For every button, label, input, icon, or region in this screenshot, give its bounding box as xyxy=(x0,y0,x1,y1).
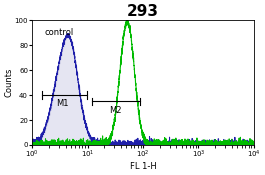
Text: M2: M2 xyxy=(109,106,122,115)
Title: 293: 293 xyxy=(127,4,159,19)
X-axis label: FL 1-H: FL 1-H xyxy=(130,162,156,171)
Text: M1: M1 xyxy=(56,99,69,108)
Text: control: control xyxy=(45,28,74,37)
Y-axis label: Counts: Counts xyxy=(4,68,13,97)
